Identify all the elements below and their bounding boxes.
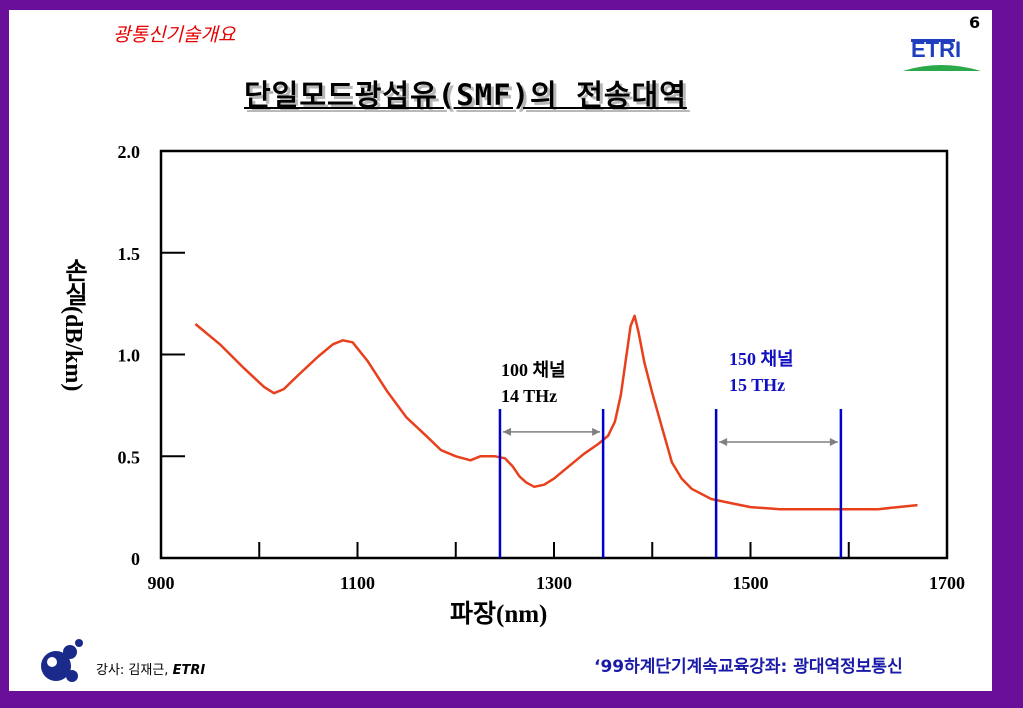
band-100-bandwidth: 14 THz <box>501 386 558 406</box>
lecturer-org: ETRI <box>172 663 206 678</box>
band-arrow-head-right <box>592 427 601 436</box>
y-axis-label: 손실(dB/km) <box>60 258 86 392</box>
band-arrow-head-left <box>502 427 511 436</box>
band-150-channels: 150 채널 <box>729 349 794 369</box>
x-tick-label: 1100 <box>340 573 375 593</box>
course-title: ‘99하계단기계속교육강좌: 광대역정보통신 <box>594 657 903 677</box>
x-tick-label: 900 <box>148 573 175 593</box>
band-markers <box>498 409 843 558</box>
etri-logo: ETRI <box>903 37 981 71</box>
lecturer-credit: 강사: 김재근, ETRI <box>96 659 205 678</box>
band-100-channels: 100 채널 <box>501 360 566 380</box>
y-tick-label: 0 <box>131 549 140 569</box>
band-arrow-head-right <box>829 438 838 447</box>
loss-curve <box>194 314 918 511</box>
band-150-bandwidth: 15 THz <box>729 375 786 395</box>
lecturer-name: 강사: 김재근, <box>96 663 169 678</box>
topic-label: 광통신기술개요 <box>113 24 236 46</box>
footer-logo-icon <box>41 639 83 682</box>
page-number: 6 <box>969 13 981 32</box>
y-tick-label: 2.0 <box>118 142 141 162</box>
tick-labels: 900 1100 1300 1500 1700 0 0.5 1.0 1.5 2.0 <box>118 142 966 593</box>
band-arrow-head-left <box>719 438 728 447</box>
x-tick-label: 1300 <box>536 573 572 593</box>
tick-marks <box>161 251 850 558</box>
band-annotation-100: 100 채널 14 THz <box>501 357 566 409</box>
y-tick-label: 1.0 <box>118 346 141 366</box>
y-tick-label: 0.5 <box>118 447 141 467</box>
plot-frame <box>159 149 949 560</box>
y-tick-label: 1.5 <box>118 244 141 264</box>
x-tick-label: 1500 <box>733 573 769 593</box>
slide-title: 단일모드광섬유(SMF)의 전송대역 <box>244 78 687 112</box>
x-tick-label: 1700 <box>929 573 965 593</box>
x-axis-label: 파장(nm) <box>450 601 548 628</box>
slide <box>9 10 992 691</box>
band-annotation-150: 150 채널 15 THz <box>729 346 794 398</box>
